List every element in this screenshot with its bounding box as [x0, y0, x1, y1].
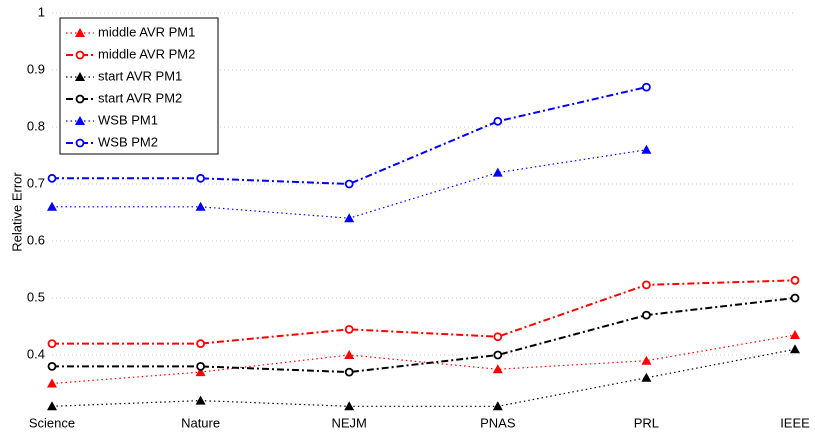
point — [493, 350, 503, 360]
legend-label: WSB PM2 — [98, 134, 158, 149]
y-tick-label: 1 — [38, 4, 45, 19]
point — [344, 401, 355, 411]
point — [47, 378, 57, 388]
y-tick-label: 0.8 — [27, 118, 45, 133]
point — [641, 144, 652, 154]
x-tick-label: NEJM — [332, 415, 367, 430]
point — [642, 82, 651, 92]
point — [47, 173, 57, 183]
point — [790, 275, 800, 285]
point — [196, 173, 206, 183]
point — [344, 367, 354, 377]
point — [642, 310, 651, 320]
point — [493, 332, 503, 342]
point — [790, 344, 800, 354]
x-tick-label: Science — [29, 415, 75, 430]
legend-box — [59, 17, 219, 155]
point — [195, 395, 206, 405]
point — [492, 167, 503, 177]
legend-label: middle AVR PM2 — [98, 46, 195, 61]
y-tick-label: 0.5 — [27, 289, 45, 304]
x-tick-label: PNAS — [480, 415, 516, 430]
point — [344, 213, 355, 223]
point — [492, 401, 503, 411]
point — [196, 361, 206, 371]
legend-label: start AVR PM1 — [98, 68, 182, 83]
legend-label: middle AVR PM1 — [98, 24, 195, 39]
legend-label: start AVR PM2 — [98, 90, 182, 105]
point — [47, 201, 57, 211]
point — [195, 367, 206, 377]
point — [47, 339, 57, 349]
x-tick-label: PRL — [634, 415, 659, 430]
x-tick-label: Nature — [181, 415, 220, 430]
legend: middle AVR PM1 middle AVR PM2 start AVR PM… — [59, 17, 219, 155]
series-line — [51, 334, 796, 385]
series-line — [52, 279, 796, 345]
point — [47, 361, 57, 371]
point — [641, 372, 652, 382]
point — [492, 364, 503, 374]
legend-label: WSB PM1 — [98, 112, 158, 127]
legend-marker — [75, 50, 85, 60]
legend-marker — [75, 94, 85, 104]
y-tick-label: 0.9 — [27, 61, 45, 76]
point — [344, 324, 354, 334]
point — [493, 116, 503, 126]
point — [642, 280, 651, 290]
legend-marker — [75, 72, 85, 81]
legend-marker — [75, 138, 85, 148]
point — [195, 201, 206, 211]
legend-marker — [75, 28, 85, 37]
point — [344, 179, 354, 189]
y-tick-label: 0.4 — [27, 346, 45, 361]
point — [196, 339, 206, 349]
x-tick-label: IEEE — [780, 415, 810, 430]
y-tick-label: 0.6 — [27, 232, 45, 247]
point — [790, 293, 800, 303]
point — [641, 355, 652, 365]
point — [344, 350, 355, 359]
y-tick-label: 0.7 — [27, 175, 45, 190]
series-line — [51, 348, 796, 407]
point — [790, 330, 800, 340]
series-line — [52, 297, 796, 374]
legend-marker — [75, 116, 85, 125]
point — [47, 401, 57, 411]
y-axis-label: Relative Error — [9, 172, 24, 252]
